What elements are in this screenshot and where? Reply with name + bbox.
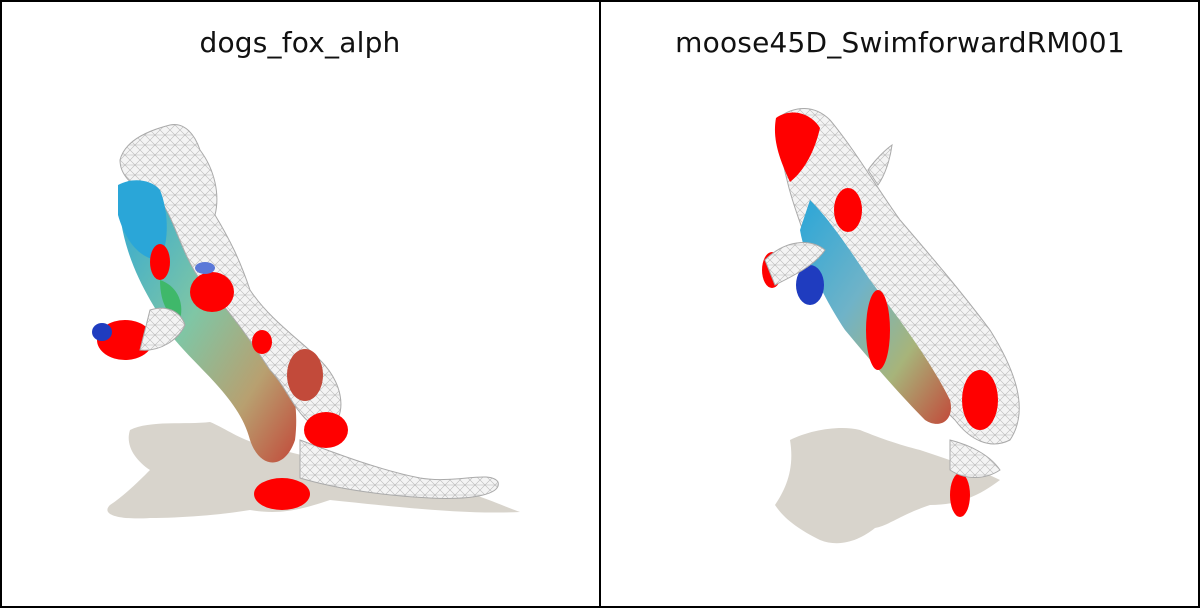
fox-tail-mesh xyxy=(299,439,499,499)
panel-divider xyxy=(599,0,601,608)
fox-red-thigh xyxy=(287,349,323,401)
left-panel-title: dogs_fox_alph xyxy=(199,26,401,59)
fox-blue-shoulder xyxy=(195,262,215,274)
moose-red-head xyxy=(774,112,820,182)
fox-red-neck xyxy=(150,244,170,280)
left-viewport[interactable]: dogs_fox_alph xyxy=(0,0,600,608)
moose-red-chest xyxy=(866,290,890,370)
fox-red-hind-knee xyxy=(304,412,348,448)
fox-head-mesh xyxy=(119,124,342,431)
fox-render xyxy=(92,124,521,519)
right-viewport[interactable]: moose45D_SwimforwardRM001 xyxy=(600,0,1200,608)
fox-red-shoulder xyxy=(190,272,234,312)
moose-front-leg-mesh xyxy=(764,242,826,286)
moose-ear-mesh xyxy=(867,143,893,186)
fox-front-leg-mesh xyxy=(139,307,186,351)
fox-red-belly xyxy=(252,330,272,354)
moose-render xyxy=(762,108,1020,544)
moose-blue-front xyxy=(796,265,824,305)
moose-hind-leg-mesh xyxy=(949,439,1001,478)
moose-red-hind xyxy=(962,370,998,430)
fox-red-hind-foot xyxy=(254,478,310,510)
fox-green-patch xyxy=(160,280,182,320)
moose-shadow xyxy=(775,428,1000,544)
fox-blue-paw-tip xyxy=(92,323,112,341)
moose-red-foot xyxy=(950,473,970,517)
moose-red-neck xyxy=(834,188,862,232)
fox-cyan-patch xyxy=(118,180,167,260)
right-panel-title: moose45D_SwimforwardRM001 xyxy=(675,26,1125,59)
